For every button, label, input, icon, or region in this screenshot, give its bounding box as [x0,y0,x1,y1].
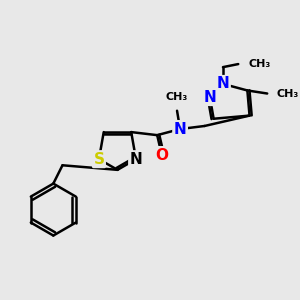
Text: O: O [155,148,168,163]
Text: N: N [130,152,142,167]
Text: N: N [203,90,216,105]
Text: CH₃: CH₃ [166,92,188,101]
Text: N: N [174,122,187,136]
Text: S: S [94,152,104,167]
Text: CH₃: CH₃ [276,88,298,98]
Text: N: N [217,76,230,92]
Text: CH₃: CH₃ [249,59,271,69]
